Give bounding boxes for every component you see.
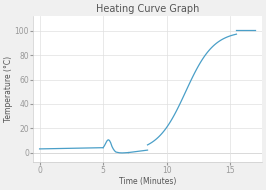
Title: Heating Curve Graph: Heating Curve Graph bbox=[96, 4, 199, 14]
X-axis label: Time (Minutes): Time (Minutes) bbox=[119, 177, 176, 186]
Y-axis label: Temperature (°C): Temperature (°C) bbox=[4, 56, 13, 122]
